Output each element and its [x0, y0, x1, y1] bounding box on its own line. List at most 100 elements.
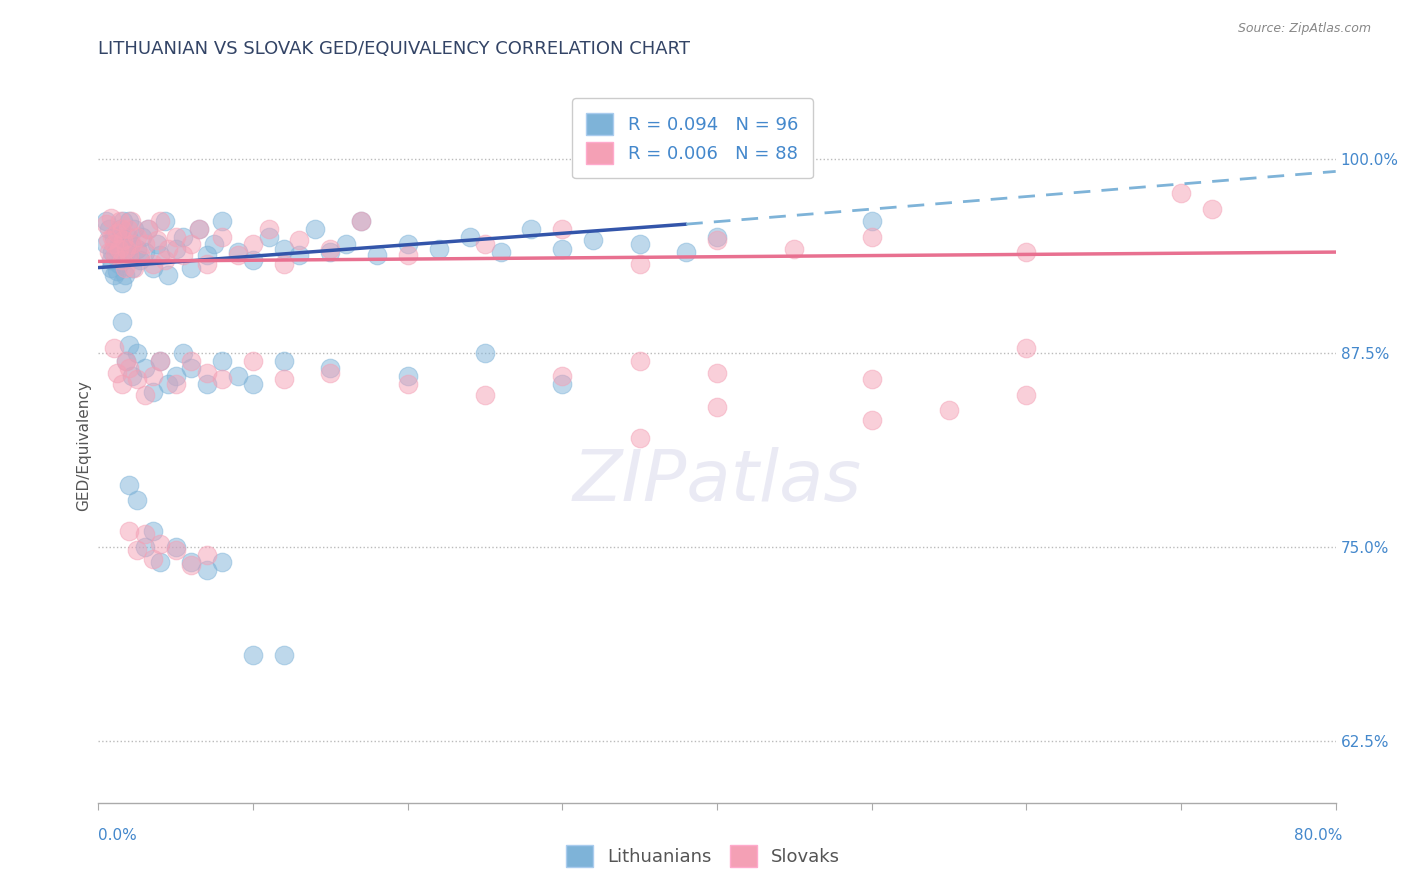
Point	[180, 353, 202, 368]
Point	[107, 237, 129, 252]
Text: ZIPatlas: ZIPatlas	[572, 447, 862, 516]
Point	[165, 369, 187, 384]
Point	[489, 245, 512, 260]
Point	[304, 222, 326, 236]
Point	[134, 540, 156, 554]
Point	[104, 248, 127, 262]
Point	[112, 233, 135, 247]
Point	[195, 258, 218, 272]
Point	[1015, 245, 1038, 260]
Point	[149, 248, 172, 262]
Point	[628, 237, 651, 252]
Point	[98, 245, 121, 260]
Point	[103, 229, 125, 244]
Point	[127, 242, 149, 256]
Point	[195, 248, 218, 262]
Point	[149, 537, 172, 551]
Point	[104, 248, 127, 262]
Point	[127, 346, 149, 360]
Point	[273, 242, 295, 256]
Point	[101, 229, 124, 244]
Point	[860, 214, 883, 228]
Point	[107, 242, 129, 256]
Point	[319, 361, 342, 376]
Point	[288, 233, 311, 247]
Point	[153, 252, 176, 267]
Point	[107, 258, 129, 272]
Point	[1015, 341, 1038, 355]
Point	[121, 260, 143, 275]
Point	[860, 372, 883, 386]
Point	[122, 260, 145, 275]
Point	[149, 353, 172, 368]
Point	[118, 214, 141, 228]
Point	[188, 222, 211, 236]
Point	[100, 211, 122, 225]
Point	[141, 384, 165, 399]
Point	[211, 214, 233, 228]
Point	[180, 558, 202, 573]
Point	[582, 233, 605, 247]
Point	[551, 222, 574, 236]
Point	[100, 260, 122, 275]
Point	[211, 353, 233, 368]
Point	[118, 477, 141, 491]
Point	[226, 369, 249, 384]
Point	[551, 369, 574, 384]
Point	[860, 229, 883, 244]
Point	[706, 229, 728, 244]
Point	[350, 214, 373, 228]
Point	[141, 552, 165, 566]
Point	[172, 229, 194, 244]
Point	[1201, 202, 1223, 216]
Point	[211, 229, 233, 244]
Point	[165, 376, 187, 391]
Point	[108, 222, 131, 236]
Point	[134, 388, 156, 402]
Point	[396, 369, 419, 384]
Point	[783, 242, 806, 256]
Point	[242, 237, 264, 252]
Point	[242, 648, 264, 663]
Point	[180, 555, 202, 569]
Point	[108, 214, 131, 228]
Point	[103, 341, 125, 355]
Point	[180, 237, 202, 252]
Point	[520, 222, 543, 236]
Point	[474, 388, 496, 402]
Point	[211, 555, 233, 569]
Point	[474, 237, 496, 252]
Point	[628, 258, 651, 272]
Point	[165, 242, 187, 256]
Point	[131, 229, 153, 244]
Point	[120, 237, 142, 252]
Point	[211, 372, 233, 386]
Point	[226, 248, 249, 262]
Point	[118, 248, 141, 262]
Text: Source: ZipAtlas.com: Source: ZipAtlas.com	[1237, 22, 1371, 36]
Point	[146, 237, 169, 252]
Point	[111, 376, 132, 391]
Point	[195, 548, 218, 562]
Point	[118, 338, 141, 352]
Point	[860, 412, 883, 426]
Point	[335, 237, 357, 252]
Point	[115, 245, 138, 260]
Point	[129, 252, 152, 267]
Point	[273, 353, 295, 368]
Point	[105, 366, 128, 380]
Point	[118, 248, 141, 262]
Point	[242, 252, 264, 267]
Point	[195, 366, 218, 380]
Point	[103, 268, 125, 283]
Point	[115, 242, 138, 256]
Point	[288, 248, 311, 262]
Point	[157, 242, 180, 256]
Point	[127, 543, 149, 558]
Point	[111, 276, 132, 290]
Text: LITHUANIAN VS SLOVAK GED/EQUIVALENCY CORRELATION CHART: LITHUANIAN VS SLOVAK GED/EQUIVALENCY COR…	[98, 40, 690, 58]
Point	[136, 222, 159, 236]
Point	[117, 222, 139, 236]
Point	[257, 229, 280, 244]
Point	[111, 222, 132, 236]
